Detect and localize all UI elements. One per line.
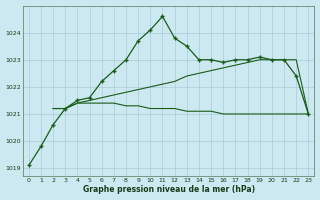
X-axis label: Graphe pression niveau de la mer (hPa): Graphe pression niveau de la mer (hPa) [83, 185, 255, 194]
